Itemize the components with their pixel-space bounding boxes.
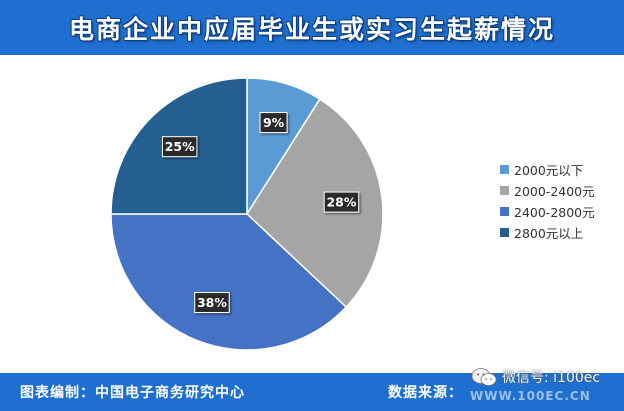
pie-slice-2 bbox=[246, 98, 384, 309]
header-banner: 电商企业中应届毕业生或实习生起薪情况 bbox=[0, 0, 624, 55]
legend-item-2: 2000-2400元 bbox=[500, 180, 620, 200]
pie-chart: 9% 28% 38% 25% bbox=[110, 77, 384, 351]
pie-slice-3 bbox=[110, 213, 348, 351]
footer-banner: 图表编制：中国电子商务研究中心 数据来源： bbox=[0, 373, 624, 411]
legend-label-1: 2000元以下 bbox=[514, 162, 584, 178]
footer-url: WWW.100EC.CN bbox=[470, 389, 591, 403]
legend-item-3: 2400-2800元 bbox=[500, 201, 620, 221]
chart-title: 电商企业中应届毕业生或实习生起薪情况 bbox=[68, 14, 555, 44]
data-label-2: 28% bbox=[323, 191, 360, 213]
data-label-1: 9% bbox=[259, 112, 288, 134]
data-label-3: 38% bbox=[194, 292, 230, 314]
svg-text:28%: 28% bbox=[326, 195, 356, 210]
wechat-icon bbox=[471, 368, 497, 386]
wechat-watermark: 微信号: i100ec bbox=[470, 367, 600, 387]
chart-legend: 2000元以下 2000-2400元 2400-2800元 2800元以上 bbox=[500, 159, 620, 243]
legend-swatch-3 bbox=[500, 206, 509, 216]
legend-swatch-2 bbox=[500, 185, 509, 195]
footer-source-label: 数据来源： bbox=[388, 385, 463, 401]
legend-swatch-4 bbox=[500, 227, 509, 237]
svg-text:38%: 38% bbox=[197, 295, 227, 310]
footer-compiler: 图表编制：中国电子商务研究中心 bbox=[20, 385, 245, 401]
legend-item-1: 2000元以下 bbox=[500, 159, 620, 179]
legend-swatch-1 bbox=[500, 164, 509, 174]
legend-label-2: 2000-2400元 bbox=[514, 183, 595, 199]
svg-text:9%: 9% bbox=[263, 115, 285, 130]
legend-item-4: 2800元以上 bbox=[500, 222, 620, 242]
legend-label-4: 2800元以上 bbox=[514, 225, 584, 241]
watermark-text: 微信号: i100ec bbox=[502, 370, 601, 386]
legend-label-3: 2400-2800元 bbox=[514, 204, 595, 220]
data-label-4: 25% bbox=[161, 136, 198, 158]
svg-text:25%: 25% bbox=[165, 139, 195, 154]
